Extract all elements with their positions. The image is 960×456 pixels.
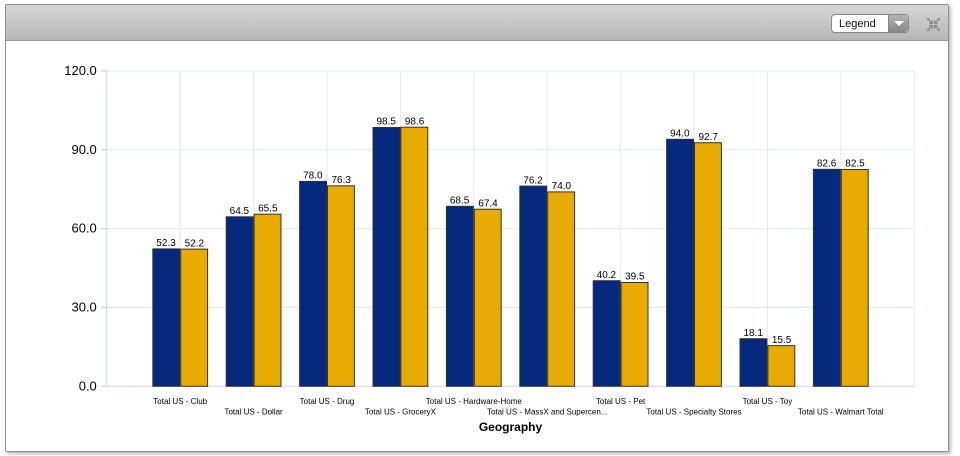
svg-text:Total US - Walmart Total: Total US - Walmart Total [798, 407, 884, 416]
svg-text:0.0: 0.0 [79, 378, 97, 393]
svg-text:52.2: 52.2 [185, 238, 205, 249]
svg-text:Total US - Club: Total US - Club [153, 397, 207, 406]
svg-text:Total US - Pet: Total US - Pet [596, 397, 646, 406]
svg-text:Geography: Geography [479, 420, 543, 434]
svg-text:82.6: 82.6 [817, 159, 837, 170]
svg-text:98.5: 98.5 [376, 117, 396, 128]
svg-text:120.0: 120.0 [64, 63, 97, 78]
svg-text:64.5: 64.5 [230, 206, 250, 217]
svg-text:74.0: 74.0 [552, 181, 572, 192]
svg-text:Total US - Dollar: Total US - Dollar [224, 407, 283, 416]
svg-text:90.0: 90.0 [71, 142, 96, 157]
svg-text:Total US - Hardware-Home: Total US - Hardware-Home [426, 397, 523, 406]
svg-text:Total US - Drug: Total US - Drug [300, 397, 355, 406]
svg-text:Total US - Specialty Stores: Total US - Specialty Stores [646, 407, 741, 416]
svg-text:52.3: 52.3 [156, 238, 176, 249]
svg-text:76.2: 76.2 [523, 175, 543, 186]
svg-text:40.2: 40.2 [597, 270, 617, 281]
svg-text:15.5: 15.5 [772, 335, 792, 346]
svg-text:65.5: 65.5 [258, 203, 278, 214]
svg-text:Total US - GroceryX: Total US - GroceryX [365, 407, 437, 416]
svg-text:78.0: 78.0 [303, 171, 323, 182]
svg-text:94.0: 94.0 [670, 129, 690, 140]
svg-text:30.0: 30.0 [71, 300, 96, 315]
svg-text:39.5: 39.5 [625, 272, 645, 283]
svg-text:Total US - MassX and Supercen.: Total US - MassX and Supercen... [487, 407, 608, 416]
svg-text:76.3: 76.3 [331, 175, 351, 186]
svg-text:92.7: 92.7 [698, 132, 718, 143]
svg-text:68.5: 68.5 [450, 196, 470, 207]
svg-text:98.6: 98.6 [405, 116, 425, 127]
svg-text:60.0: 60.0 [71, 221, 96, 236]
svg-text:Total US - Toy: Total US - Toy [743, 397, 793, 406]
svg-text:18.1: 18.1 [743, 328, 763, 339]
svg-text:67.4: 67.4 [478, 198, 498, 209]
svg-text:82.5: 82.5 [845, 159, 865, 170]
